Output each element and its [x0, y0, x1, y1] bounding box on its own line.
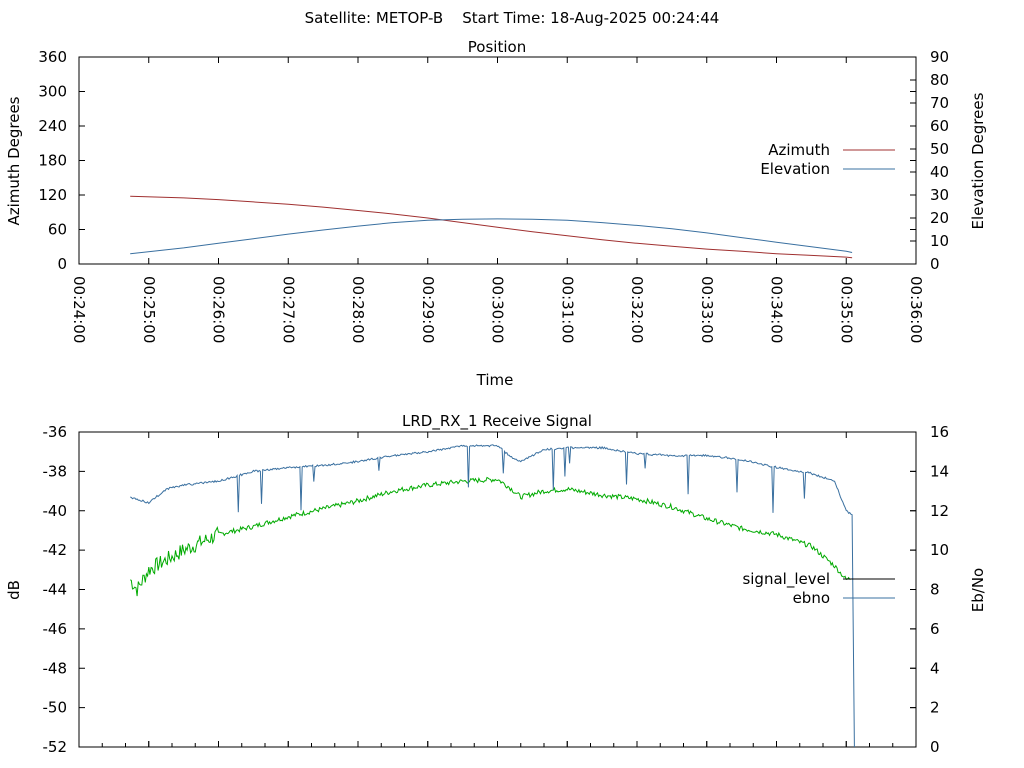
x-tick-label: 00:36:00 [907, 276, 925, 343]
db-axis-label: dB [5, 580, 23, 600]
left-y-tick-label: -46 [43, 620, 68, 638]
right-y-tick-label: 16 [930, 423, 949, 441]
right-y-tick-label: 10 [930, 541, 949, 559]
signal-level-series-line [129, 476, 851, 597]
x-tick-label: 00:24:00 [70, 276, 88, 343]
position-x-axis-label: Time [476, 371, 514, 389]
x-tick-label: 00:25:00 [140, 276, 158, 343]
elevation-series-line [130, 218, 853, 255]
right-y-tick-label: 0 [930, 738, 940, 756]
right-y-tick-label: 14 [930, 462, 949, 480]
left-y-tick-label: 180 [38, 152, 67, 170]
right-y-tick-label: 12 [930, 502, 949, 520]
left-y-tick-label: -52 [43, 738, 68, 756]
azimuth-series-line [130, 195, 853, 259]
x-tick-label: 00:27:00 [279, 276, 297, 343]
right-y-tick-label: 8 [930, 581, 940, 599]
legend-label-signal-level: signal_level [742, 570, 830, 589]
position-plot-title: Position [468, 38, 526, 56]
x-tick-label: 00:30:00 [489, 276, 507, 343]
left-y-tick-label: -42 [43, 541, 68, 559]
right-y-tick-label: 40 [930, 163, 949, 181]
left-y-tick-label: -50 [43, 699, 68, 717]
left-y-tick-label: 300 [38, 83, 67, 101]
legend-label-elevation: Elevation [760, 160, 830, 178]
azimuth-axis-label: Azimuth Degrees [5, 96, 23, 225]
right-y-tick-label: 2 [930, 699, 940, 717]
left-y-tick-label: -36 [43, 423, 68, 441]
left-y-tick-label: -40 [43, 502, 68, 520]
x-tick-label: 00:33:00 [698, 276, 716, 343]
left-y-tick-label: 120 [38, 186, 67, 204]
left-y-tick-label: 60 [48, 221, 67, 239]
left-y-tick-label: 360 [38, 48, 67, 66]
right-y-tick-label: 0 [930, 255, 940, 273]
legend-label-azimuth: Azimuth [768, 141, 830, 159]
left-y-tick-label: -44 [43, 581, 68, 599]
x-tick-label: 00:29:00 [419, 276, 437, 343]
x-tick-label: 00:35:00 [837, 276, 855, 343]
right-y-tick-label: 20 [930, 209, 949, 227]
right-y-tick-label: 90 [930, 48, 949, 66]
right-y-tick-label: 4 [930, 659, 940, 677]
right-y-tick-label: 6 [930, 620, 940, 638]
right-y-tick-label: 70 [930, 94, 949, 112]
left-y-tick-label: -48 [43, 659, 68, 677]
x-tick-label: 00:34:00 [768, 276, 786, 343]
left-y-tick-label: 240 [38, 117, 67, 135]
x-tick-label: 00:31:00 [558, 276, 576, 343]
receive-signal-plot: LRD_RX_1 Receive Signal dB Eb/No -52 -50 -… [5, 412, 987, 756]
right-y-tick-label: 30 [930, 186, 949, 204]
left-y-tick-label: -38 [43, 462, 68, 480]
elevation-axis-label: Elevation Degrees [969, 92, 987, 229]
x-tick-label: 00:28:00 [349, 276, 367, 343]
receive-signal-plot-frame [78, 431, 917, 748]
right-y-tick-label: 10 [930, 232, 949, 250]
x-tick-label: 00:26:00 [210, 276, 228, 343]
position-plot: Position Time Azimuth Degrees Elevation … [5, 38, 987, 389]
left-y-tick-label: 0 [57, 255, 67, 273]
ebno-axis-label: Eb/No [969, 568, 987, 612]
right-y-tick-label: 50 [930, 140, 949, 158]
receive-signal-plot-title: LRD_RX_1 Receive Signal [402, 412, 592, 431]
right-y-tick-label: 60 [930, 117, 949, 135]
right-y-tick-label: 80 [930, 71, 949, 89]
figure-title: Satellite: METOP-B Start Time: 18-Aug-20… [305, 9, 720, 27]
x-tick-label: 00:32:00 [628, 276, 646, 343]
legend-label-ebno: ebno [793, 589, 830, 607]
ebno-series-line [129, 444, 855, 748]
